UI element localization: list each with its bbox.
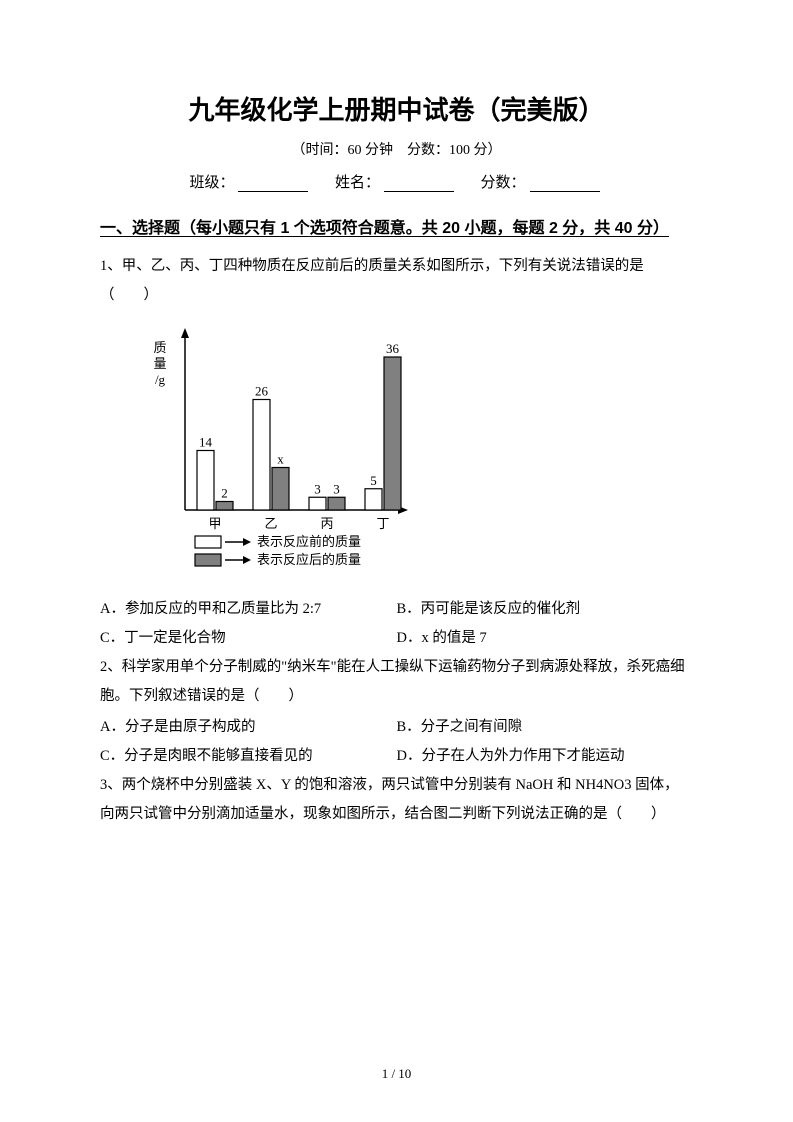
q2-optC: C．分子是肉眼不能够直接看见的 — [100, 742, 397, 771]
q3-text: 3、两个烧杯中分别盛装 X、Y 的饱和溶液，两只试管中分别装有 NaOH 和 N… — [100, 771, 693, 829]
svg-text:3: 3 — [333, 482, 340, 497]
q1-optB: B．丙可能是该反应的催化剂 — [397, 595, 694, 624]
page-subtitle: （时间：60 分钟 分数：100 分） — [100, 139, 693, 159]
svg-text:26: 26 — [255, 384, 269, 399]
svg-text:5: 5 — [370, 473, 377, 488]
svg-text:表示反应前的质量: 表示反应前的质量 — [257, 534, 361, 549]
score-label: 分数： — [481, 175, 526, 191]
q1-options: A．参加反应的甲和乙质量比为 2:7 B．丙可能是该反应的催化剂 C．丁一定是化… — [100, 595, 693, 653]
name-blank[interactable] — [384, 176, 454, 192]
q1-optA: A．参加反应的甲和乙质量比为 2:7 — [100, 595, 397, 624]
page-footer: 1 / 10 — [0, 1066, 793, 1082]
q1-optD: D．x 的值是 7 — [397, 624, 694, 653]
svg-text:2: 2 — [221, 486, 228, 501]
svg-text:甲: 甲 — [208, 516, 221, 531]
class-label: 班级： — [189, 175, 234, 191]
section-prefix: 一、 — [100, 220, 132, 237]
svg-text:乙: 乙 — [264, 516, 277, 531]
svg-text:表示反应后的质量: 表示反应后的质量 — [257, 552, 361, 567]
svg-text:36: 36 — [386, 341, 400, 356]
page-title: 九年级化学上册期中试卷（完美版） — [100, 90, 693, 127]
name-label: 姓名： — [335, 175, 380, 191]
svg-text:丁: 丁 — [376, 516, 389, 531]
svg-text:质: 质 — [153, 340, 166, 355]
q2-options: A．分子是由原子构成的 B．分子之间有间隙 C．分子是肉眼不能够直接看见的 D．… — [100, 713, 693, 771]
q2-text: 2、科学家用单个分子制威的"纳米车"能在人工操纵下运输药物分子到病源处释放，杀死… — [100, 653, 693, 711]
chart: 质量/g 14 2甲 26 x 乙 33 丙 5 36 丁表示反应前的质量表示反应后的质量 — [130, 320, 693, 585]
q2-optB: B．分子之间有间隙 — [397, 713, 694, 742]
svg-text:x: x — [277, 452, 284, 467]
info-line: 班级： 姓名： 分数： — [100, 171, 693, 192]
q2-optD: D．分子在人为外力作用下才能运动 — [397, 742, 694, 771]
svg-text:3: 3 — [314, 482, 321, 497]
q2-optA: A．分子是由原子构成的 — [100, 713, 397, 742]
svg-text:/g: /g — [155, 372, 166, 387]
svg-text:丙: 丙 — [320, 516, 333, 531]
svg-text:量: 量 — [153, 356, 166, 371]
score-blank[interactable] — [530, 176, 600, 192]
chart-svg: 质量/g 14 2甲 26 x 乙 33 丙 5 36 丁表示反应前的质量表示反应后的质量 — [130, 320, 420, 580]
section-text: 选择题（每小题只有 1 个选项符合题意。共 20 小题，每题 2 分，共 40 … — [132, 220, 669, 237]
q1-optC: C．丁一定是化合物 — [100, 624, 397, 653]
class-blank[interactable] — [238, 176, 308, 192]
svg-text:14: 14 — [199, 435, 213, 450]
q1-text: 1、甲、乙、丙、丁四种物质在反应前后的质量关系如图所示，下列有关说法错误的是（ … — [100, 252, 693, 310]
section-header: 一、选择题（每小题只有 1 个选项符合题意。共 20 小题，每题 2 分，共 4… — [100, 210, 693, 248]
